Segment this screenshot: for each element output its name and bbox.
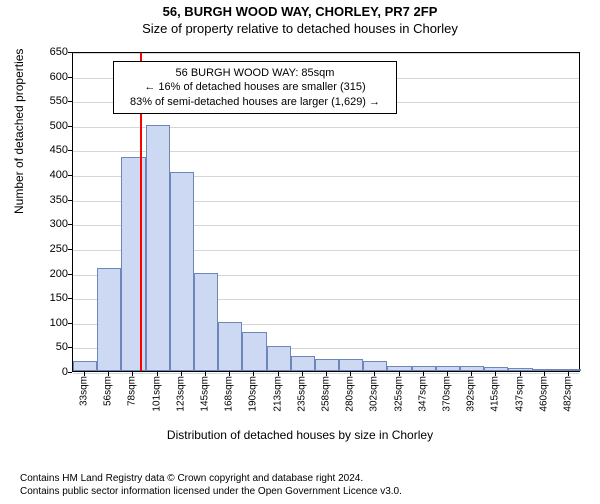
xtick-label: 33sqm xyxy=(79,376,90,406)
ytick-mark xyxy=(68,249,72,250)
ytick-label: 300 xyxy=(38,218,68,230)
xtick-label: 460sqm xyxy=(538,376,549,412)
ytick-label: 200 xyxy=(38,268,68,280)
histogram-bar xyxy=(533,369,557,371)
histogram-bar xyxy=(291,356,315,371)
ytick-label: 50 xyxy=(38,341,68,353)
histogram-bar xyxy=(170,172,194,371)
histogram-bar xyxy=(484,367,508,371)
ytick-mark xyxy=(68,200,72,201)
histogram-bar xyxy=(242,332,266,371)
histogram-bar xyxy=(121,157,145,371)
ytick-label: 150 xyxy=(38,292,68,304)
histogram-bar xyxy=(73,361,97,371)
ytick-mark xyxy=(68,175,72,176)
xtick-label: 258sqm xyxy=(321,376,332,412)
page-title-address: 56, BURGH WOOD WAY, CHORLEY, PR7 2FP xyxy=(0,4,600,19)
xtick-label: 415sqm xyxy=(490,376,501,412)
xtick-label: 347sqm xyxy=(417,376,428,412)
histogram-bar xyxy=(339,359,363,371)
ytick-mark xyxy=(68,347,72,348)
histogram-bar xyxy=(97,268,121,371)
histogram-bar xyxy=(218,322,242,371)
histogram-bar xyxy=(508,368,532,371)
ytick-label: 550 xyxy=(38,95,68,107)
xtick-label: 302sqm xyxy=(369,376,380,412)
ytick-label: 350 xyxy=(38,194,68,206)
annotation-line: 56 BURGH WOOD WAY: 85sqm xyxy=(120,66,390,80)
xtick-label: 168sqm xyxy=(224,376,235,412)
ytick-label: 250 xyxy=(38,243,68,255)
xtick-label: 213sqm xyxy=(272,376,283,412)
ytick-label: 100 xyxy=(38,317,68,329)
histogram-bar xyxy=(557,369,581,371)
annotation-box: 56 BURGH WOOD WAY: 85sqm← 16% of detache… xyxy=(113,61,397,114)
ytick-label: 650 xyxy=(38,46,68,58)
xtick-label: 482sqm xyxy=(562,376,573,412)
ytick-mark xyxy=(68,77,72,78)
ytick-label: 600 xyxy=(38,71,68,83)
histogram-bar xyxy=(436,366,460,371)
histogram-bar xyxy=(412,366,436,371)
ytick-mark xyxy=(68,372,72,373)
histogram-bar xyxy=(194,273,218,371)
x-axis-label: Distribution of detached houses by size … xyxy=(0,428,600,442)
xtick-label: 78sqm xyxy=(127,376,138,406)
footer-line-1: Contains HM Land Registry data © Crown c… xyxy=(20,473,590,486)
histogram-bar xyxy=(267,346,291,371)
xtick-label: 190sqm xyxy=(248,376,259,412)
ytick-label: 500 xyxy=(38,120,68,132)
footer-attribution: Contains HM Land Registry data © Crown c… xyxy=(20,473,590,498)
histogram-bar xyxy=(315,359,339,371)
footer-line-2: Contains public sector information licen… xyxy=(20,486,590,499)
ytick-mark xyxy=(68,101,72,102)
histogram-bar xyxy=(363,361,387,371)
gridline xyxy=(73,53,579,54)
page-subtitle: Size of property relative to detached ho… xyxy=(0,21,600,36)
xtick-label: 56sqm xyxy=(103,376,114,406)
annotation-line: 83% of semi-detached houses are larger (… xyxy=(120,95,390,109)
ytick-mark xyxy=(68,224,72,225)
ytick-mark xyxy=(68,274,72,275)
plot-area: 56 BURGH WOOD WAY: 85sqm← 16% of detache… xyxy=(72,52,580,372)
histogram-bar xyxy=(460,366,484,371)
ytick-label: 0 xyxy=(38,366,68,378)
xtick-label: 370sqm xyxy=(441,376,452,412)
ytick-label: 400 xyxy=(38,169,68,181)
histogram-bar xyxy=(146,125,170,371)
xtick-label: 123sqm xyxy=(175,376,186,412)
histogram-bar xyxy=(387,366,411,371)
xtick-label: 101sqm xyxy=(151,376,162,412)
xtick-label: 235sqm xyxy=(296,376,307,412)
xtick-label: 280sqm xyxy=(345,376,356,412)
xtick-label: 392sqm xyxy=(466,376,477,412)
xtick-label: 437sqm xyxy=(514,376,525,412)
ytick-mark xyxy=(68,323,72,324)
ytick-mark xyxy=(68,150,72,151)
ytick-mark xyxy=(68,52,72,53)
xtick-label: 325sqm xyxy=(393,376,404,412)
annotation-line: ← 16% of detached houses are smaller (31… xyxy=(120,80,390,94)
ytick-mark xyxy=(68,298,72,299)
xtick-label: 145sqm xyxy=(200,376,211,412)
ytick-label: 450 xyxy=(38,144,68,156)
ytick-mark xyxy=(68,126,72,127)
y-axis-label: Number of detached properties xyxy=(12,49,26,214)
chart-container: 56 BURGH WOOD WAY: 85sqm← 16% of detache… xyxy=(50,52,580,422)
